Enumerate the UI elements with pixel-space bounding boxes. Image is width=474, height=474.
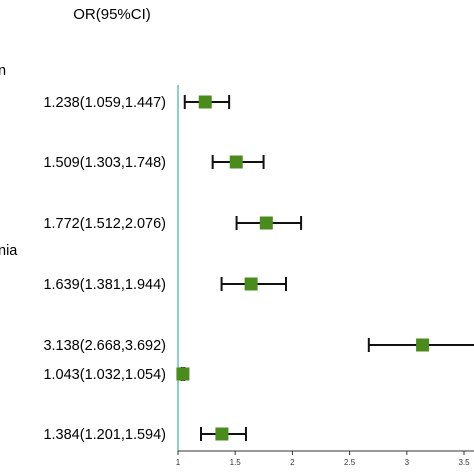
or-marker <box>215 427 229 441</box>
x-tick-label: 1 <box>176 458 181 467</box>
or-marker <box>198 95 212 109</box>
row-label: 1.043(1.032,1.054) <box>43 367 166 383</box>
row-label: 1.639(1.381,1.944) <box>43 277 166 293</box>
row-label: 1.384(1.201,1.594) <box>43 427 166 443</box>
or-marker <box>229 155 243 169</box>
x-tick-label: 2 <box>290 458 295 467</box>
row-label: 1.238(1.059,1.447) <box>43 95 166 111</box>
or-marker <box>244 277 258 291</box>
row-label: 1.509(1.303,1.748) <box>43 155 166 171</box>
group-label: nia <box>0 243 18 259</box>
row-label: 1.772(1.512,2.076) <box>43 216 166 232</box>
row-label: 3.138(2.668,3.692) <box>43 338 166 354</box>
x-tick-label: 1.5 <box>230 458 242 467</box>
x-tick-label: 3 <box>405 458 410 467</box>
or-marker <box>176 367 190 381</box>
or-marker <box>416 338 430 352</box>
column-header: OR(95%CI) <box>73 6 151 23</box>
or-marker <box>259 216 273 230</box>
x-tick-label: 2.5 <box>344 458 356 467</box>
group-label: n <box>0 63 6 79</box>
x-tick-label: 3.5 <box>458 458 470 467</box>
